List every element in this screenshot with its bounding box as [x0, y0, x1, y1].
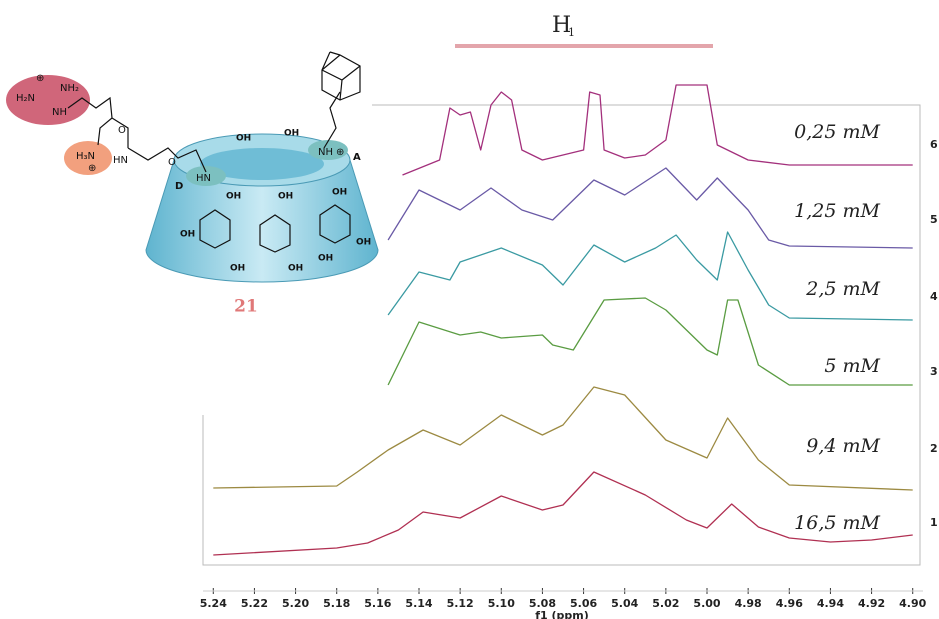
- annotation-label: H: [552, 13, 571, 38]
- cone-cavity: [200, 148, 324, 180]
- site-a-highlight: [308, 140, 348, 160]
- trace-number: 4: [930, 290, 938, 303]
- x-tick-label: 4.90: [899, 597, 926, 610]
- site-d-highlight: [186, 166, 226, 186]
- plot: 5.24 5.22 5.20 5.18 5.16 5.14 5.12 5.10 5.08 5.06…: [200, 84, 938, 610]
- x-tick-label: 4.98: [735, 597, 762, 610]
- x-tick-label: 4.92: [858, 597, 885, 610]
- x-axis-label: f1 (ppm): [535, 609, 589, 619]
- hydroxyl: OH: [226, 192, 241, 202]
- x-tick-label: 5.18: [323, 597, 350, 610]
- guanidinium-highlight: [6, 75, 90, 125]
- guanidinium-nh2: NH₂: [60, 83, 79, 94]
- hydroxyl: OH: [318, 254, 333, 264]
- x-tick-label: 5.04: [611, 597, 638, 610]
- x-tick-label: 5.02: [652, 597, 679, 610]
- amine-highlight: [64, 141, 112, 175]
- spectrum-line: [387, 231, 913, 321]
- x-tick-label: 5.16: [364, 597, 391, 610]
- charge-amine: ⊕: [88, 163, 96, 174]
- series-label: 1,25 mM: [794, 200, 880, 222]
- charge-guanidinium: ⊕: [36, 73, 44, 84]
- nh-d: HN: [196, 173, 211, 184]
- hydroxyl: OH: [356, 238, 371, 248]
- x-tick-label: 5.00: [693, 597, 720, 610]
- amine: H₃N: [76, 151, 95, 162]
- annotation-subscript: 1: [568, 26, 575, 39]
- hydroxyl: OH: [288, 264, 303, 274]
- linker-o: O: [168, 157, 176, 168]
- x-tick-label: 4.94: [817, 597, 844, 610]
- x-tick-label: 5.22: [241, 597, 268, 610]
- nh-a: NH: [318, 147, 333, 158]
- x-tick-label: 5.10: [488, 597, 515, 610]
- hydroxyl: OH: [236, 134, 251, 144]
- amide-o: O: [118, 125, 126, 136]
- cyclodextrin-cone: [145, 159, 379, 283]
- hydroxyl: OH: [332, 188, 347, 198]
- x-tick-label: 5.08: [529, 597, 556, 610]
- site-a: A: [353, 152, 361, 163]
- series-label: 9,4 mM: [806, 435, 880, 457]
- x-tick-label: 5.12: [447, 597, 474, 610]
- trace-number: 6: [930, 138, 938, 151]
- spectrum-line: [213, 471, 913, 556]
- trace-number: 2: [930, 442, 938, 455]
- hydroxyl: OH: [230, 264, 245, 274]
- spectrum-line: [387, 167, 913, 249]
- hydroxyl: OH: [284, 129, 299, 139]
- trace-number: 1: [930, 516, 938, 529]
- x-tick-label: 5.06: [570, 597, 597, 610]
- spectrum-line: [402, 84, 913, 176]
- site-d: D: [175, 181, 183, 192]
- series-label: 16,5 mM: [794, 512, 880, 534]
- hydroxyl: OH: [278, 192, 293, 202]
- x-tick-label: 5.24: [200, 597, 227, 610]
- x-tick-label: 4.96: [776, 597, 803, 610]
- amide-hn: HN: [113, 155, 128, 166]
- bonds: [67, 51, 361, 253]
- guanidinium-nh: NH: [52, 107, 67, 118]
- series-label: 2,5 mM: [805, 278, 880, 300]
- compound-number: 21: [234, 297, 258, 317]
- x-tick-label: 5.20: [282, 597, 309, 610]
- series-label: 5 mM: [824, 355, 880, 377]
- hydroxyl: OH: [180, 230, 195, 240]
- trace-number: 3: [930, 365, 938, 378]
- guanidinium-h2n: H₂N: [16, 93, 35, 104]
- spectrum-line: [213, 386, 913, 491]
- series-label: 0,25 mM: [794, 121, 880, 143]
- structure: H₂N NH₂ NH ⊕ H₃N ⊕ O HN O HN NH ⊕ A D 21…: [6, 20, 379, 415]
- trace-number: 5: [930, 213, 938, 226]
- spectrum-line: [387, 297, 913, 386]
- x-tick-label: 5.14: [405, 597, 432, 610]
- charge-a: ⊕: [336, 147, 344, 158]
